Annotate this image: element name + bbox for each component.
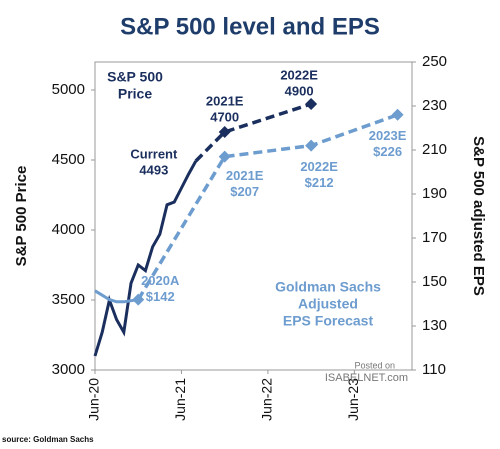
watermark: ISABELNET.com [325,372,408,384]
marker [305,139,318,152]
x-tick-label: Jun-23 [345,378,361,421]
chart-title: S&P 500 level and EPS [120,13,380,40]
y2-tick-label: 230 [422,97,447,114]
y-tick-label: 4500 [52,151,85,168]
annotation: Price [118,86,152,102]
y-tick-label: 5000 [52,81,85,98]
x-tick-label: Jun-22 [259,378,275,421]
source: source: Goldman Sachs [2,435,94,444]
watermark: Posted on [354,360,395,370]
y2-tick-label: 250 [422,53,447,70]
value-label: $226 [373,144,402,159]
y2-tick-label: 170 [422,229,447,246]
value-label: 4493 [139,162,168,177]
value-label: $207 [230,184,259,199]
marker [305,98,318,110]
y-tick-label: 3500 [52,291,85,308]
series-line [93,160,198,357]
point-label: 2023E [369,128,407,143]
point-label: 2022E [300,159,338,174]
point-label: 2021E [226,168,264,183]
x-tick-label: Jun-20 [86,378,102,421]
point-label: 2021E [206,93,244,108]
series-line [136,113,399,301]
y-tick-label: 3000 [52,361,85,378]
y-tick-label: 4000 [52,221,85,238]
x-tick-label: Jun-21 [172,378,188,421]
marker [132,293,145,306]
y2-axis-label: S&P 500 adjusted EPS [470,136,487,296]
y2-tick-label: 150 [422,273,447,290]
y2-tick-label: 210 [422,141,447,158]
point-label: 2022E [280,67,318,82]
annotation: EPS Forecast [283,313,374,329]
marker [218,126,231,138]
series-line [194,102,312,163]
annotation: Goldman Sachs [275,279,381,295]
point-label: Current [130,146,178,161]
y2-tick-label: 130 [422,317,447,334]
marker [391,108,404,121]
y2-tick-label: 190 [422,185,447,202]
marker [218,150,231,163]
point-label: 2020A [141,273,180,288]
y-axis-label: S&P 500 Price [13,166,30,267]
series-line [94,289,139,304]
value-label: 4700 [210,109,239,124]
plot-frame [94,61,413,371]
value-label: 4900 [285,83,314,98]
value-label: $212 [305,175,334,190]
value-label: $142 [146,289,175,304]
annotation: Adjusted [298,296,358,312]
annotation: S&P 500 [107,69,163,85]
y2-tick-label: 110 [422,361,446,378]
